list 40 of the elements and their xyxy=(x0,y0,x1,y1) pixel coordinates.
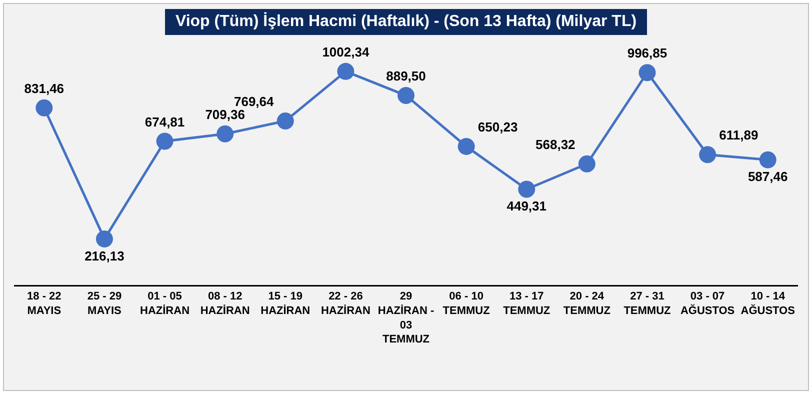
x-tick-label: 29 HAZİRAN - 03 TEMMUZ xyxy=(378,290,434,346)
point xyxy=(398,86,414,104)
point xyxy=(216,125,234,142)
x-tick-label: 27 - 31 TEMMUZ xyxy=(624,290,672,317)
data-label: 1002,34 xyxy=(322,44,370,60)
point xyxy=(36,99,53,116)
data-label: 996,85 xyxy=(627,46,668,61)
point xyxy=(578,155,596,172)
data-label: 611,89 xyxy=(719,128,758,143)
chart-title: Viop (Tüm) İşlem Hacmi (Haftalık) - (Son 13 Hafta) (Milyar TL) xyxy=(165,9,647,35)
point xyxy=(518,180,536,198)
x-tick-label: 18 - 22 MAYIS xyxy=(27,290,62,317)
x-tick-label: 20 - 24 TEMMUZ xyxy=(563,290,611,317)
x-tick-label: 08 - 12 HAZİRAN xyxy=(200,290,250,317)
x-tick-label: 10 - 14 AĞUSTOS xyxy=(740,290,795,317)
data-label: 449,31 xyxy=(506,198,547,214)
x-tick-label: 13 - 17 TEMMUZ xyxy=(503,290,550,317)
data-label: 831,46 xyxy=(24,80,64,96)
data-label: 674,81 xyxy=(144,114,185,130)
point xyxy=(276,112,294,130)
data-label: 650,23 xyxy=(478,120,518,135)
x-tick-label: 03 - 07 AĞUSTOS xyxy=(680,290,735,317)
point xyxy=(337,62,354,80)
point xyxy=(638,64,656,82)
point xyxy=(699,146,716,164)
data-label: 769,64 xyxy=(234,94,275,110)
data-label: 587,46 xyxy=(748,169,788,184)
point xyxy=(156,132,174,150)
point xyxy=(96,230,113,248)
x-tick-label: 01 - 05 HAZİRAN xyxy=(140,290,190,317)
x-tick-label: 06 - 10 TEMMUZ xyxy=(442,290,490,317)
data-label: 216,13 xyxy=(84,248,124,264)
point xyxy=(759,151,776,168)
data-label: 709,36 xyxy=(205,106,245,122)
data-label: 568,32 xyxy=(536,137,576,152)
data-label: 889,50 xyxy=(386,68,426,84)
x-tick-label: 15 - 19 HAZİRAN xyxy=(260,290,310,317)
x-tick-label: 25 - 29 MAYIS xyxy=(87,290,122,317)
point xyxy=(458,138,475,155)
x-tick-label: 22 - 26 HAZİRAN xyxy=(320,290,370,317)
